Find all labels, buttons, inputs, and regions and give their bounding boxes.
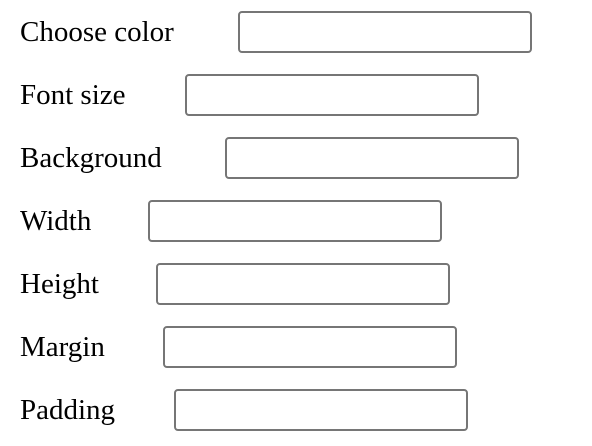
choose-color-input[interactable] [238,11,532,53]
field-row-background: Background [20,137,519,179]
field-row-padding: Padding [20,389,468,431]
padding-label: Padding [20,394,116,426]
height-label: Height [20,268,99,300]
field-row-width: Width [20,200,442,242]
background-label: Background [20,142,162,174]
field-row-choose-color: Choose color [20,11,532,53]
field-row-font-size: Font size [20,74,479,116]
margin-label: Margin [20,331,105,363]
field-row-height: Height [20,263,450,305]
choose-color-label: Choose color [20,16,174,48]
font-size-input[interactable] [185,74,479,116]
height-input[interactable] [156,263,450,305]
width-input[interactable] [148,200,442,242]
field-row-margin: Margin [20,326,457,368]
padding-input[interactable] [174,389,468,431]
width-label: Width [20,205,92,237]
background-input[interactable] [225,137,519,179]
font-size-label: Font size [20,79,126,111]
margin-input[interactable] [163,326,457,368]
